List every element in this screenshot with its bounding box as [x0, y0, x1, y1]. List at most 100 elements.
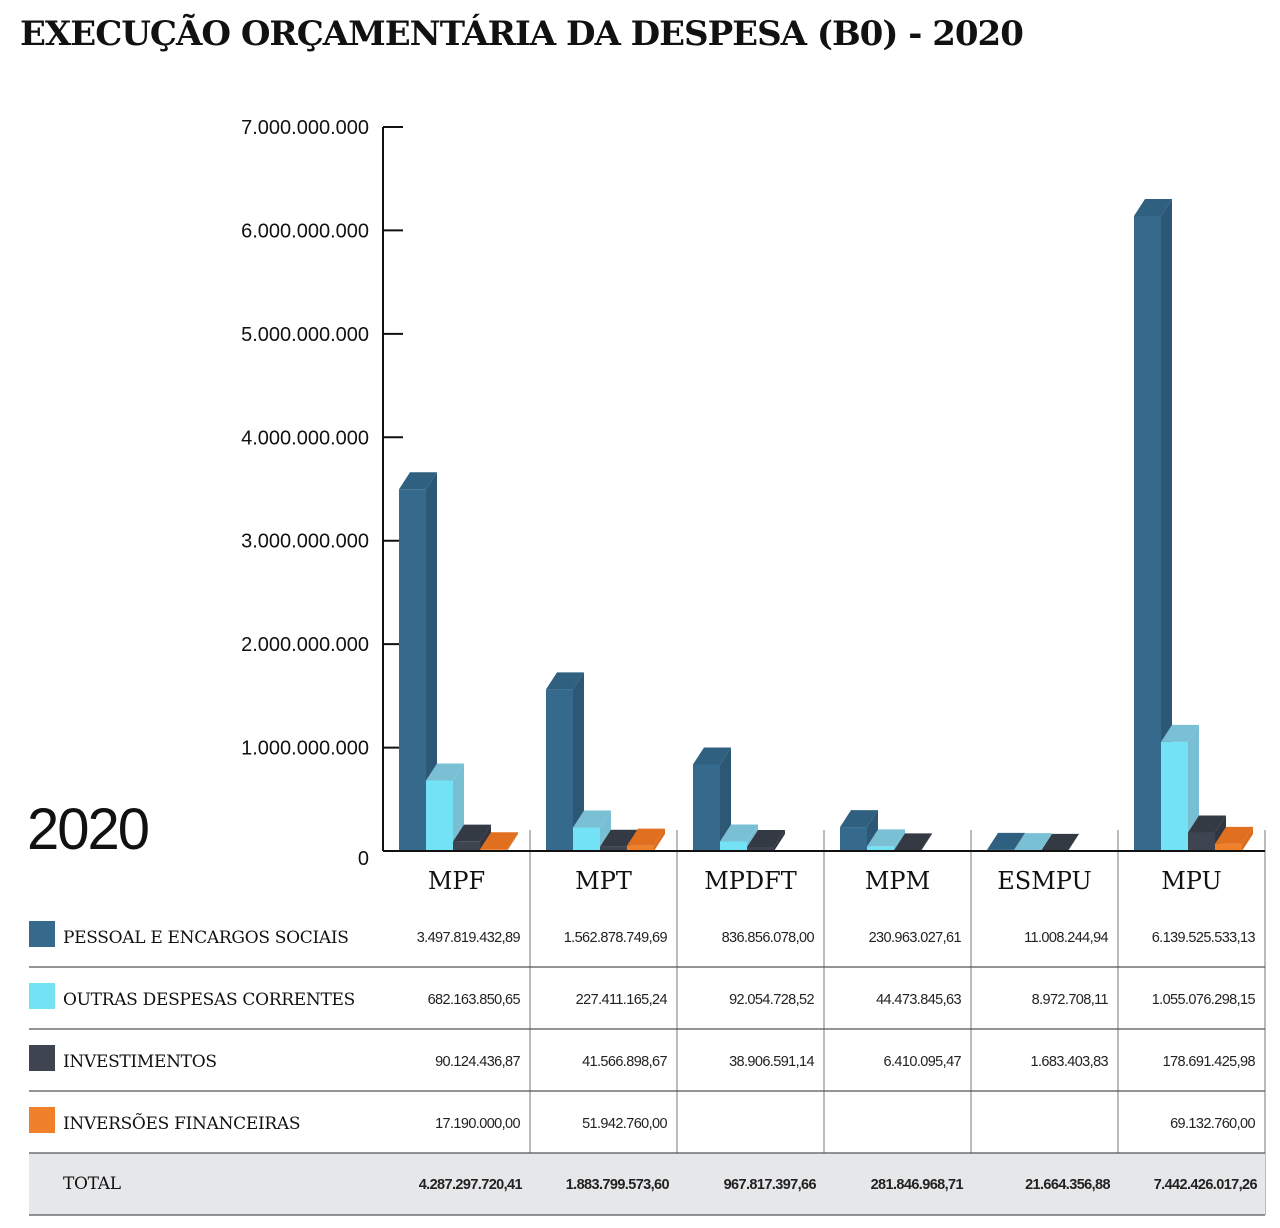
table-cell: 17.190.000,00	[435, 1116, 520, 1132]
bar-mpdft-series-1	[720, 841, 747, 851]
bar-top-mpm	[867, 829, 905, 847]
table-cell: 682.163.850,65	[428, 992, 521, 1008]
y-tick-label: 3.000.000.000	[241, 531, 369, 553]
y-tick-label: 2.000.000.000	[241, 634, 369, 656]
x-category-label: MPT	[575, 867, 632, 895]
y-tick-label: 5.000.000.000	[241, 324, 369, 346]
bar-top-mpm	[894, 833, 932, 851]
x-category-label: MPU	[1161, 867, 1222, 895]
bar-side-mpm	[921, 833, 932, 851]
bar-top-esmpu	[987, 832, 1025, 850]
legend-swatch-2	[29, 1045, 55, 1071]
bar-side-mpu	[1188, 724, 1199, 851]
bar-top-mpu	[1161, 724, 1199, 742]
y-tick-label: 1.000.000.000	[241, 738, 369, 760]
bar-side-mpdft	[720, 747, 731, 851]
legend-label: INVESTIMENTOS	[63, 1052, 217, 1072]
table-cell: 1.683.403,83	[1031, 1054, 1109, 1070]
bar-top-esmpu	[1014, 833, 1052, 851]
bar-side-mpu	[1242, 826, 1253, 851]
bar-top-mpf	[480, 832, 518, 850]
bar-top-mpf	[399, 472, 437, 490]
legend-label: INVERSÕES FINANCEIRAS	[63, 1113, 300, 1134]
x-category-label: MPM	[865, 867, 930, 895]
legend-label: OUTRAS DESPESAS CORRENTES	[63, 990, 355, 1010]
legend-label: PESSOAL E ENCARGOS SOCIAIS	[63, 928, 349, 948]
bar-top-mpt	[627, 828, 665, 846]
bar-top-esmpu	[1041, 833, 1079, 851]
bar-mpt-series-3	[627, 845, 654, 851]
legend-swatch-1	[29, 983, 55, 1009]
table-cell: 1.055.076.298,15	[1152, 992, 1256, 1008]
bar-top-mpf	[453, 824, 491, 842]
bar-side-mpf	[426, 472, 437, 851]
bar-top-mpm	[840, 810, 878, 828]
bar-mpu-series-0	[1134, 215, 1161, 851]
bar-mpm-series-0	[840, 827, 867, 851]
bar-mpm-series-1	[867, 846, 894, 851]
total-cell: 281.846.968,71	[871, 1177, 964, 1193]
x-category-label: ESMPU	[997, 867, 1092, 895]
bar-mpf-series-0	[399, 489, 426, 851]
table-cell: 51.942.760,00	[582, 1116, 667, 1132]
x-category-label: MPDFT	[704, 867, 797, 895]
total-cell: 7.442.426.017,26	[1154, 1177, 1258, 1193]
bar-mpt-series-0	[546, 689, 573, 851]
x-category-label: MPF	[428, 867, 485, 895]
bar-mpdft-series-0	[693, 764, 720, 851]
bar-side-mpt	[573, 672, 584, 851]
bar-top-mpdft	[693, 747, 731, 765]
y-tick-label: 4.000.000.000	[241, 427, 369, 449]
chart-title: EXECUÇÃO ORÇAMENTÁRIA DA DESPESA (B0) - …	[20, 14, 1024, 54]
y-tick-label: 0	[358, 848, 369, 870]
bar-side-mpm	[894, 829, 905, 851]
bar-side-mpu	[1161, 198, 1172, 851]
legend-swatch-0	[29, 921, 55, 947]
bar-top-mpdft	[747, 829, 785, 847]
bar-side-mpf	[480, 824, 491, 851]
table-cell: 41.566.898,67	[582, 1054, 667, 1070]
bar-top-mpu	[1215, 826, 1253, 844]
table-cell: 1.562.878.749,69	[564, 930, 668, 946]
total-cell: 967.817.397,66	[724, 1177, 817, 1193]
table-cell: 90.124.436,87	[435, 1054, 520, 1070]
bar-side-esmpu	[1041, 833, 1052, 851]
total-cell: 1.883.799.573,60	[566, 1177, 670, 1193]
table-cell: 178.691.425,98	[1163, 1054, 1256, 1070]
bar-mpdft-series-2	[747, 846, 774, 851]
table-cell: 69.132.760,00	[1170, 1116, 1255, 1132]
table-cell: 230.963.027,61	[869, 930, 962, 946]
bar-top-mpt	[573, 810, 611, 828]
y-tick-label: 6.000.000.000	[241, 220, 369, 242]
bar-mpf-series-1	[426, 780, 453, 851]
bar-mpt-series-1	[573, 827, 600, 851]
table-cell: 92.054.728,52	[729, 992, 814, 1008]
table-cell: 44.473.845,63	[876, 992, 961, 1008]
year-label: 2020	[27, 797, 150, 862]
bar-top-mpt	[546, 672, 584, 690]
bar-top-mpdft	[720, 824, 758, 842]
table-cell: 3.497.819.432,89	[417, 930, 521, 946]
table-cell: 11.008.244,94	[1024, 930, 1108, 946]
table-cell: 6.410.095,47	[884, 1054, 962, 1070]
bar-side-mpm	[867, 810, 878, 851]
total-cell: 4.287.297.720,41	[419, 1177, 523, 1193]
total-row-background	[29, 1153, 1265, 1215]
bar-mpu-series-2	[1188, 832, 1215, 851]
bar-mpu-series-1	[1161, 741, 1188, 851]
table-cell: 38.906.591,14	[729, 1054, 814, 1070]
bar-top-mpt	[600, 829, 638, 847]
y-tick-label: 7.000.000.000	[241, 117, 369, 139]
table-cell: 8.972.708,11	[1032, 992, 1109, 1008]
bar-side-mpt	[654, 828, 665, 851]
total-cell: 21.664.356,88	[1025, 1177, 1110, 1193]
table-cell: 227.411.165,24	[576, 992, 668, 1008]
bar-top-mpf	[426, 763, 464, 781]
bar-mpt-series-2	[600, 846, 627, 851]
bar-side-esmpu	[1068, 833, 1079, 851]
bar-side-mpdft	[774, 829, 785, 851]
total-label: TOTAL	[63, 1174, 121, 1194]
bar-side-mpf	[507, 832, 518, 851]
bar-mpf-series-2	[453, 841, 480, 851]
